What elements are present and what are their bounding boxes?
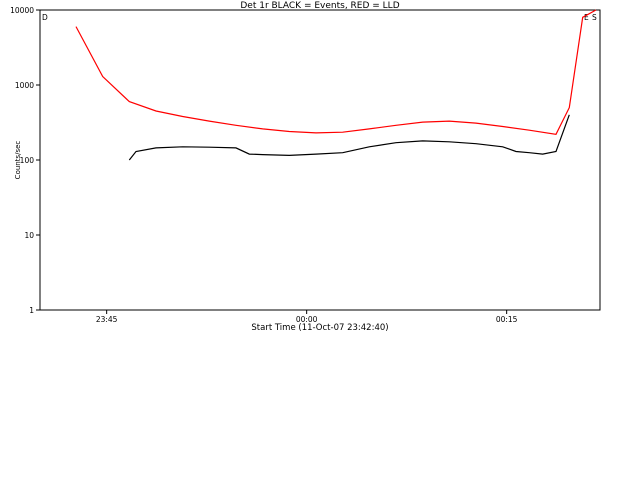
annotation-2: S [592, 13, 597, 22]
y-axis-label: Counts/sec [14, 141, 22, 180]
y-tick-label-0: 1 [29, 306, 34, 315]
y-tick-label-1: 10 [24, 231, 34, 240]
y-tick-label-2: 100 [20, 156, 35, 165]
detector-panel-1: Det 1r BLACK = Events, RED = LLD Start Ti… [10, 1, 601, 333]
y-tick-label-3: 1000 [15, 81, 34, 90]
events-series-line [128, 114, 570, 161]
y-tick-label-4: 10000 [10, 6, 34, 15]
x-tick-label-0: 23:45 [96, 315, 118, 324]
x-tick-label-1: 00:00 [296, 315, 318, 324]
annotation-0: D [42, 13, 48, 22]
plot-frame [39, 9, 601, 311]
lld-series-line [75, 9, 597, 135]
x-tick-label-2: 00:15 [496, 315, 518, 324]
x-axis-label: Start Time (11-Oct-07 23:42:40) [251, 323, 388, 333]
annotation-1: E [584, 13, 589, 22]
panel-title: Det 1r BLACK = Events, RED = LLD [240, 1, 399, 11]
